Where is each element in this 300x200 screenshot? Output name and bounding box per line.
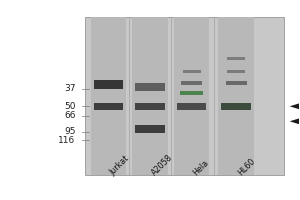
Bar xyxy=(135,83,165,91)
Text: Jurkat: Jurkat xyxy=(108,154,131,177)
Text: 66: 66 xyxy=(64,111,76,120)
Bar xyxy=(181,81,202,85)
Bar xyxy=(177,103,206,110)
Bar xyxy=(94,103,123,110)
Text: HL60: HL60 xyxy=(236,156,257,177)
Polygon shape xyxy=(290,116,300,127)
Bar xyxy=(174,17,209,175)
Text: 37: 37 xyxy=(64,84,76,93)
Text: 50: 50 xyxy=(64,102,76,111)
Bar xyxy=(85,17,284,175)
Bar xyxy=(226,81,247,85)
Bar xyxy=(180,91,203,95)
Bar xyxy=(135,103,165,110)
Bar xyxy=(218,17,254,175)
Bar xyxy=(135,125,165,133)
Bar xyxy=(91,17,126,175)
Text: 95: 95 xyxy=(64,127,76,136)
Bar xyxy=(227,70,245,73)
Bar xyxy=(221,103,251,110)
Bar xyxy=(94,80,123,89)
Text: Hela: Hela xyxy=(192,158,211,177)
Bar xyxy=(227,57,245,60)
Text: 116: 116 xyxy=(58,136,76,145)
Polygon shape xyxy=(290,101,300,112)
Bar xyxy=(183,70,200,73)
Text: A2058: A2058 xyxy=(150,152,175,177)
Bar xyxy=(132,17,168,175)
